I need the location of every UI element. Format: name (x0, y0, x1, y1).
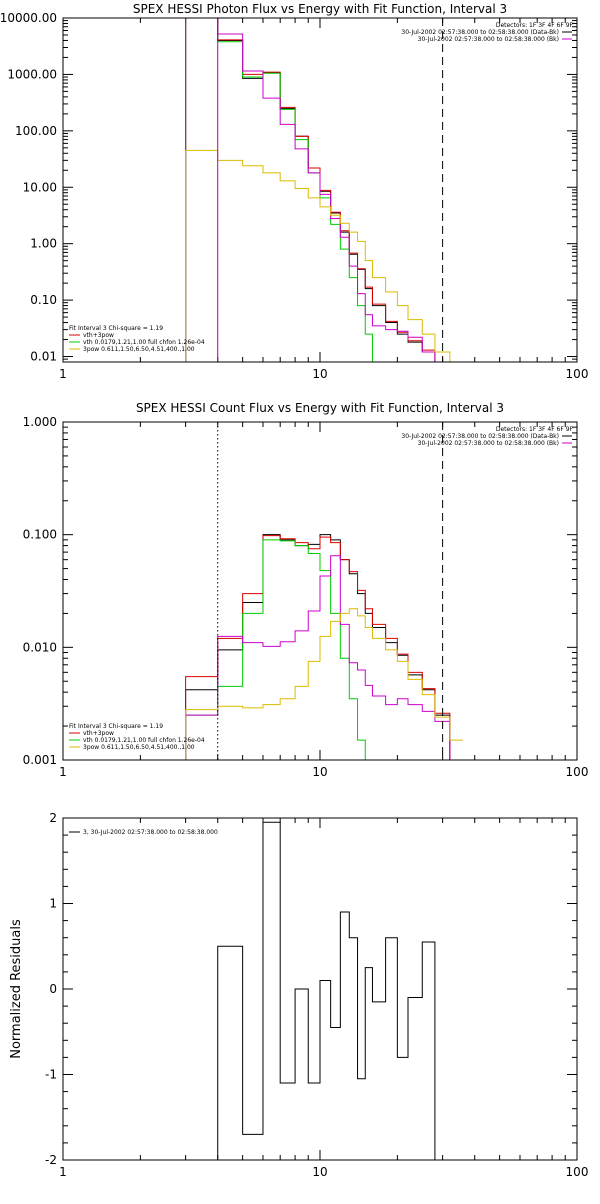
legend-entry: Detectors: 1F 3F 4F 6F 9F (496, 426, 574, 433)
y-tick-label: 0.100 (23, 528, 57, 542)
series-line-1 (217, 821, 450, 1160)
x-tick-label: 10 (312, 1165, 327, 1179)
plot-area (217, 821, 450, 1160)
legend-entry: Detectors: 1F 3F 4F 6F 9F (496, 22, 574, 29)
plot-area (185, 534, 463, 760)
legend-entry: Fit Interval 3 Chi-square = 1.19 (69, 723, 163, 730)
x-tick-label: 10 (312, 765, 327, 779)
chart-panel-2: SPEX HESSI Count Flux vs Energy with Fit… (23, 401, 589, 779)
legend-entry: 30-Jul-2002 02:57:38.000 to 02:58:38.000… (401, 29, 559, 36)
y-axis-label: Normalized Residuals (9, 919, 24, 1059)
x-tick-label: 1 (59, 1165, 67, 1179)
y-tick-label: -1 (45, 1068, 57, 1082)
legend-entry: 30-Jul-2002 02:57:38.000 to 02:58:38.000… (401, 433, 559, 440)
chart-title: SPEX HESSI Count Flux vs Energy with Fit… (136, 401, 504, 415)
y-tick-label: 0.01 (30, 350, 57, 364)
series-line-5 (185, 608, 463, 760)
y-tick-label: 0 (49, 982, 57, 996)
y-tick-label: 1.000 (23, 415, 57, 429)
legend-entry: vth+3pow (83, 730, 114, 737)
plot-frame (62, 421, 578, 761)
x-tick-label: 100 (566, 765, 589, 779)
x-tick-label: 100 (566, 367, 589, 381)
plot-frame (62, 17, 578, 363)
y-tick-label: 100.00 (15, 124, 57, 138)
x-tick-label: 1 (59, 765, 67, 779)
y-tick-label: 0.10 (30, 293, 57, 307)
series-line-1 (185, 534, 463, 760)
legend-entry: 30-Jul-2002 02:57:38.000 to 02:58:38.000… (418, 36, 559, 43)
plot-frame (62, 817, 578, 1161)
legend-entry: vth 0.0179,1.21,1.00 full chfon 1.26e-04 (83, 737, 205, 744)
plot-area (185, 18, 463, 362)
y-tick-label: 2 (49, 811, 57, 825)
series-line-4 (185, 555, 463, 760)
chart-panel-1: SPEX HESSI Photon Flux vs Energy with Fi… (0, 2, 588, 381)
chart-title: SPEX HESSI Photon Flux vs Energy with Fi… (133, 2, 507, 16)
legend-entry: 3pow 0.611,1.50,6.50,4.51,400.,1.00 (83, 346, 195, 353)
y-tick-label: 1 (49, 897, 57, 911)
legend-entry: vth 0.0179,1.21,1.00 full chfon 1.26e-04 (83, 339, 205, 346)
x-tick-label: 1 (59, 367, 67, 381)
series-line-3 (185, 18, 463, 362)
y-tick-label: 0.001 (23, 753, 57, 767)
y-tick-label: 1000.00 (7, 67, 57, 81)
series-line-4 (185, 18, 463, 362)
chart-panel-3: Normalized Residuals 1 10 100 -2 -1 0 1 2 3, 30-J… (9, 811, 588, 1179)
y-tick-label: -2 (45, 1153, 57, 1167)
series-line-2 (185, 535, 463, 760)
y-tick-label: 10.00 (23, 180, 57, 194)
legend-entry: Fit Interval 3 Chi-square = 1.19 (69, 325, 163, 332)
y-tick-label: 10000.00 (0, 11, 57, 25)
series-line-2 (185, 18, 463, 362)
legend-entry: 30-Jul-2002 02:57:38.000 to 02:58:38.000… (418, 440, 559, 447)
x-tick-label: 100 (566, 1165, 589, 1179)
legend-entry: 3, 30-Jul-2002 02:57:38.000 to 02:58:38.… (83, 829, 218, 836)
legend-entry: 3pow 0.611,1.50,6.50,4.51,400.,1.00 (83, 744, 195, 751)
legend-entry: vth+3pow (83, 332, 114, 339)
x-tick-label: 10 (312, 367, 327, 381)
y-tick-label: 1.00 (30, 237, 57, 251)
y-tick-label: 0.010 (23, 640, 57, 654)
series-line-3 (185, 539, 463, 760)
series-line-5 (185, 149, 463, 362)
